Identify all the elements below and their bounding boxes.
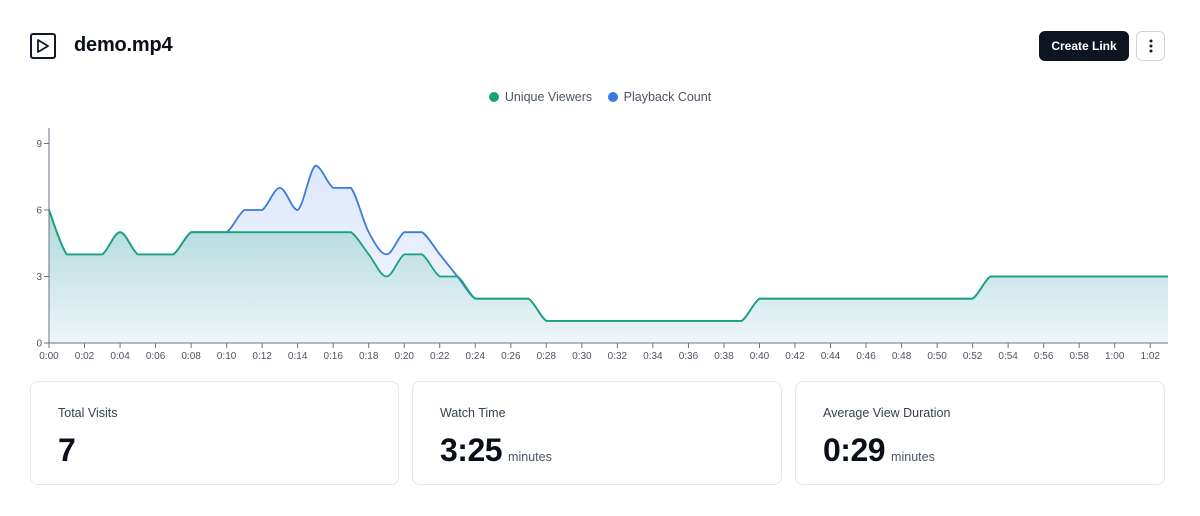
stat-label: Average View Duration — [823, 406, 951, 420]
x-tick-label: 0:26 — [501, 351, 521, 362]
more-vertical-icon — [1149, 39, 1152, 53]
x-tick-label: 0:02 — [75, 351, 95, 362]
x-tick-label: 0:22 — [430, 351, 450, 362]
x-tick-label: 0:30 — [572, 351, 592, 362]
x-tick-label: 0:56 — [1034, 351, 1054, 362]
page-header: demo.mp4 Create Link — [0, 0, 1200, 90]
x-tick-label: 0:52 — [963, 351, 983, 362]
x-tick-label: 0:00 — [39, 351, 59, 362]
chart-legend: Unique Viewers Playback Count — [0, 90, 1200, 105]
legend-item-playback-count[interactable]: Playback Count — [607, 90, 712, 104]
page-title: demo.mp4 — [74, 34, 173, 56]
x-tick-label: 0:04 — [110, 351, 130, 362]
x-tick-label: 0:28 — [537, 351, 557, 362]
x-tick-label: 0:10 — [217, 351, 237, 362]
x-tick-label: 1:00 — [1105, 351, 1125, 362]
x-tick-label: 0:50 — [927, 351, 947, 362]
x-tick-label: 0:46 — [856, 351, 876, 362]
stat-value: 7 — [58, 432, 76, 468]
y-tick-label: 3 — [36, 272, 42, 283]
legend-dot — [607, 92, 618, 102]
stat-value: 3:25 minutes — [440, 432, 552, 468]
stat-label: Total Visits — [58, 406, 118, 420]
more-options-button[interactable] — [1136, 31, 1165, 61]
x-tick-label: 0:06 — [146, 351, 166, 362]
stat-unit: minutes — [508, 450, 552, 464]
series-area-unique-viewers — [49, 210, 1168, 343]
x-tick-label: 0:08 — [181, 351, 201, 362]
stat-unit: minutes — [891, 450, 935, 464]
viewer-chart: 0 3 6 9 0:00 0:02 0:04 0:06 0:08 0:10 0:12 0:14 0:16… — [36, 128, 1169, 362]
stat-label: Watch Time — [440, 406, 506, 420]
x-tick-label: 0:48 — [892, 351, 912, 362]
y-tick-label: 6 — [36, 206, 42, 217]
legend-label: Unique Viewers — [504, 90, 593, 104]
x-tick-label: 0:16 — [323, 351, 343, 362]
stat-card-watch-time: Watch Time 3:25 minutes — [412, 381, 782, 485]
stat-card-total-visits: Total Visits 7 — [30, 381, 399, 485]
x-tick-label: 1:02 — [1141, 351, 1161, 362]
x-tick-label: 0:34 — [643, 351, 663, 362]
x-tick-label: 0:40 — [750, 351, 770, 362]
y-tick-label: 9 — [36, 139, 42, 150]
stat-value: 0:29 minutes — [823, 432, 935, 468]
x-tick-label: 0:42 — [785, 351, 805, 362]
legend-label: Playback Count — [623, 90, 712, 104]
x-tick-label: 0:24 — [466, 351, 486, 362]
x-tick-label: 0:20 — [395, 351, 415, 362]
x-tick-label: 0:58 — [1069, 351, 1089, 362]
x-tick-label: 0:14 — [288, 351, 308, 362]
play-video-icon — [30, 33, 56, 59]
x-tick-label: 0:38 — [714, 351, 734, 362]
x-tick-label: 0:32 — [608, 351, 628, 362]
x-tick-label: 0:44 — [821, 351, 841, 362]
series-line-unique-viewers — [48, 209, 1169, 322]
x-tick-label: 0:54 — [998, 351, 1018, 362]
x-tick-label: 0:12 — [252, 351, 272, 362]
legend-dot — [488, 92, 499, 102]
x-tick-label: 0:36 — [679, 351, 699, 362]
create-link-button[interactable]: Create Link — [1039, 31, 1129, 61]
legend-item-unique-viewers[interactable]: Unique Viewers — [488, 90, 593, 104]
y-tick-label: 0 — [36, 339, 42, 350]
x-tick-label: 0:18 — [359, 351, 379, 362]
stat-card-average-view-duration: Average View Duration 0:29 minutes — [795, 381, 1165, 485]
